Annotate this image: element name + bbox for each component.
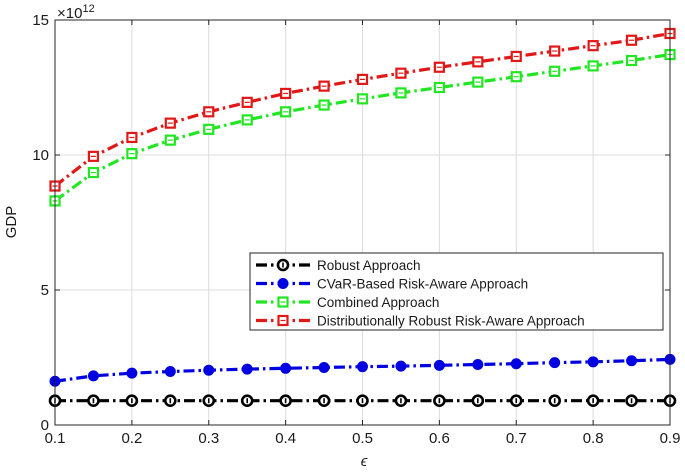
data-point xyxy=(472,76,484,88)
x-tick-label: 0.5 xyxy=(352,430,373,447)
data-point xyxy=(433,81,445,94)
y-tick-label: 10 xyxy=(32,147,49,164)
legend-entry-3: Distributionally Robust Risk-Aware Appro… xyxy=(256,314,585,329)
data-point xyxy=(433,61,445,73)
legend-marker xyxy=(276,258,290,272)
data-point xyxy=(625,54,638,67)
data-point xyxy=(472,56,484,68)
data-point xyxy=(241,96,253,108)
data-point xyxy=(510,50,522,63)
legend-label: CVaR-Based Risk-Aware Approach xyxy=(317,277,528,292)
data-point xyxy=(87,370,99,382)
legend-label: Combined Approach xyxy=(317,295,439,310)
data-point xyxy=(87,394,100,408)
data-point xyxy=(318,80,330,92)
data-point xyxy=(395,87,407,99)
data-point xyxy=(241,114,253,126)
data-point xyxy=(549,357,561,369)
x-tick-label: 0.2 xyxy=(121,430,142,447)
x-tick-label: 0.3 xyxy=(198,430,219,447)
data-point xyxy=(510,71,522,83)
data-point xyxy=(549,65,561,77)
legend-box xyxy=(249,252,664,331)
data-point xyxy=(548,394,561,408)
data-point xyxy=(317,394,331,408)
y-tick-label: 0 xyxy=(41,417,49,434)
y-tick-label: 15 xyxy=(32,12,49,29)
data-point xyxy=(586,394,600,408)
data-point xyxy=(164,134,176,146)
data-point xyxy=(433,394,446,408)
data-point xyxy=(202,394,216,408)
data-point xyxy=(356,394,369,408)
data-point xyxy=(509,394,523,408)
y-axis: 0 5 10 15 xyxy=(32,12,670,434)
data-point xyxy=(125,394,139,408)
x-tick-label: 0.1 xyxy=(45,430,66,447)
data-point xyxy=(625,34,638,46)
x-axis: 0.1 0.2 0.3 0.4 0.5 0.6 0.7 0.8 0.9 xyxy=(45,20,681,447)
data-point xyxy=(280,87,292,100)
data-point xyxy=(87,166,100,179)
legend-entry-2: Combined Approach xyxy=(256,295,439,310)
data-point xyxy=(587,356,599,368)
y-exponent-power: 12 xyxy=(82,3,94,15)
legend-marker xyxy=(277,296,289,308)
series-2 xyxy=(49,48,676,207)
x-tick-label: 0.4 xyxy=(275,430,296,447)
data-point xyxy=(164,117,176,129)
legend-entry-0: Robust Approach xyxy=(256,258,421,273)
data-point xyxy=(240,394,254,408)
series-1 xyxy=(49,353,676,387)
data-point xyxy=(279,394,292,408)
y-axis-label: GDP xyxy=(3,206,20,239)
x-tick-label: 0.6 xyxy=(429,430,450,447)
data-point xyxy=(549,45,561,57)
legend-marker xyxy=(277,278,289,289)
data-point xyxy=(318,361,330,373)
data-point xyxy=(472,359,484,371)
y-exponent-base: ×10 xyxy=(57,5,82,22)
data-point xyxy=(126,148,138,160)
x-tick-label: 0.8 xyxy=(583,430,604,447)
data-point xyxy=(626,355,638,367)
series-layer xyxy=(48,27,677,408)
x-tick-label: 0.9 xyxy=(660,430,681,447)
legend-entry-1: CVaR-Based Risk-Aware Approach xyxy=(256,277,528,292)
y-exponent-label: ×1012 xyxy=(57,3,95,22)
data-point xyxy=(510,358,522,370)
data-point xyxy=(87,150,100,162)
data-point xyxy=(395,67,407,79)
data-point xyxy=(126,131,138,144)
data-point xyxy=(203,106,215,118)
legend-marker xyxy=(277,314,289,327)
data-point xyxy=(357,361,368,373)
data-point xyxy=(356,73,369,86)
legend-label: Distributionally Robust Risk-Aware Appro… xyxy=(317,314,585,329)
data-point xyxy=(394,394,408,408)
legend-label: Robust Approach xyxy=(317,258,421,273)
legend: Robust Approach CVaR-Based Risk-Aware App… xyxy=(249,252,664,331)
data-point xyxy=(433,359,445,371)
data-point xyxy=(471,394,485,408)
data-point xyxy=(587,60,599,72)
x-axis-label: ϵ xyxy=(361,453,368,470)
data-point xyxy=(280,362,292,374)
data-point xyxy=(126,367,138,379)
data-point xyxy=(318,99,330,111)
x-tick-label: 0.7 xyxy=(506,430,527,447)
data-point xyxy=(164,366,176,378)
data-point xyxy=(395,360,407,372)
data-point xyxy=(625,394,638,408)
data-point xyxy=(280,106,292,118)
y-tick-label: 5 xyxy=(41,282,49,299)
data-point xyxy=(587,40,599,52)
data-point xyxy=(164,394,177,408)
data-point xyxy=(203,364,215,376)
data-point xyxy=(356,93,369,105)
data-point xyxy=(203,123,215,135)
data-point xyxy=(241,363,253,375)
series-3 xyxy=(49,27,676,192)
